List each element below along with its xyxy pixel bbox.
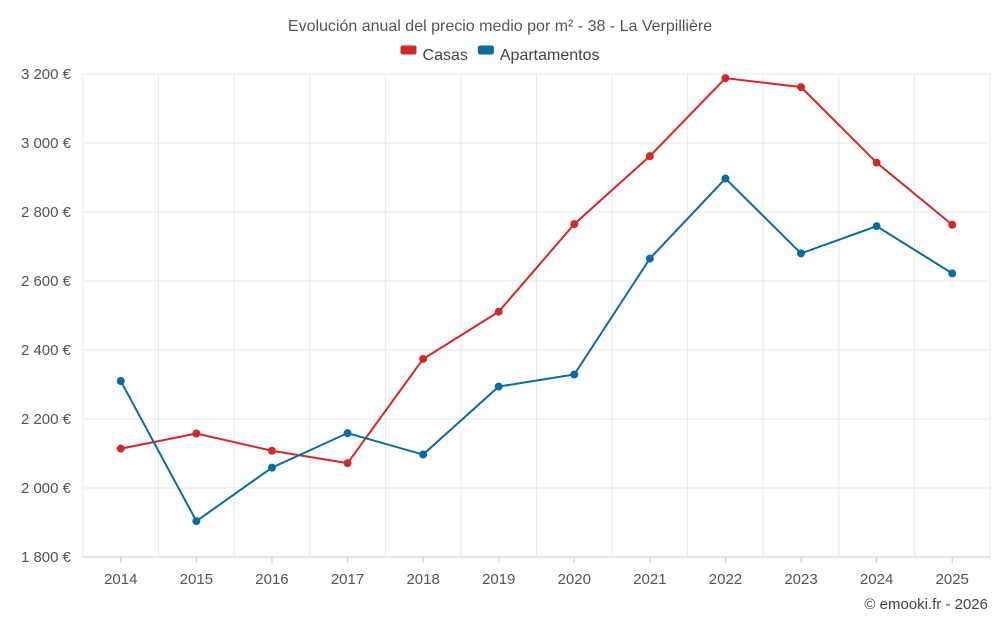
data-point-casas [948,220,957,229]
data-point-casas [116,444,125,453]
x-tick-label: 2025 [936,571,969,588]
x-tick-label: 2015 [180,571,213,588]
data-point-apartamentos [267,463,276,472]
data-point-casas [797,83,806,92]
chart-legend: Casas Apartamentos [400,45,600,64]
data-point-casas [267,446,276,455]
y-tick-label: 3 200 € [21,66,72,83]
data-point-casas [343,459,352,468]
data-point-apartamentos [494,382,503,391]
legend-label-apartamentos[interactable]: Apartamentos [500,47,600,64]
data-point-apartamentos [116,377,125,386]
series-line-apartamentos [119,177,953,523]
data-point-casas [419,354,428,363]
x-tick-label: 2024 [860,571,893,588]
data-point-apartamentos [645,254,654,263]
y-tick-label: 2 800 € [21,204,72,221]
data-point-apartamentos [192,517,201,526]
data-point-apartamentos [797,249,806,258]
grid-lines [82,73,991,558]
chart-title: Evolución anual del precio medio por m² … [288,18,712,35]
data-point-casas [192,429,201,438]
data-point-casas [721,74,730,83]
x-tick-label: 2022 [709,571,742,588]
x-axis: 2014 2015 2016 2017 2018 2019 2020 2021 2022 2023… [83,556,990,588]
series-line-casas [120,77,953,465]
y-tick-label: 2 000 € [21,480,72,497]
x-tick-label: 2017 [331,571,364,588]
data-point-apartamentos [872,222,881,231]
data-point-casas [494,307,503,316]
data-point-apartamentos [343,429,352,438]
credit-text: © emooki.fr - 2026 [864,596,988,613]
x-tick-label: 2020 [558,571,591,588]
x-tick-label: 2018 [406,571,439,588]
data-point-apartamentos [419,450,428,459]
data-point-apartamentos [948,269,957,278]
y-tick-label: 3 000 € [21,135,72,152]
data-point-apartamentos [721,174,730,183]
y-tick-label: 1 800 € [21,549,72,566]
data-point-casas [645,152,654,161]
data-point-casas [570,220,579,229]
y-tick-label: 2 400 € [21,342,72,359]
data-point-casas [872,158,881,167]
y-tick-label: 2 200 € [21,411,72,428]
x-tick-label: 2014 [104,571,137,588]
y-tick-label: 2 600 € [21,273,72,290]
legend-swatch-casas [400,45,417,55]
plot-area [116,74,957,526]
y-axis: 1 800 € 2 000 € 2 200 € 2 400 € 2 600 € 2 800… [21,66,72,566]
legend-swatch-apartamentos [477,45,494,55]
x-tick-label: 2016 [255,571,288,588]
x-tick-label: 2021 [633,571,666,588]
x-tick-label: 2023 [784,571,817,588]
x-tick-label: 2019 [482,571,515,588]
legend-label-casas[interactable]: Casas [423,47,468,64]
data-point-apartamentos [570,370,579,379]
